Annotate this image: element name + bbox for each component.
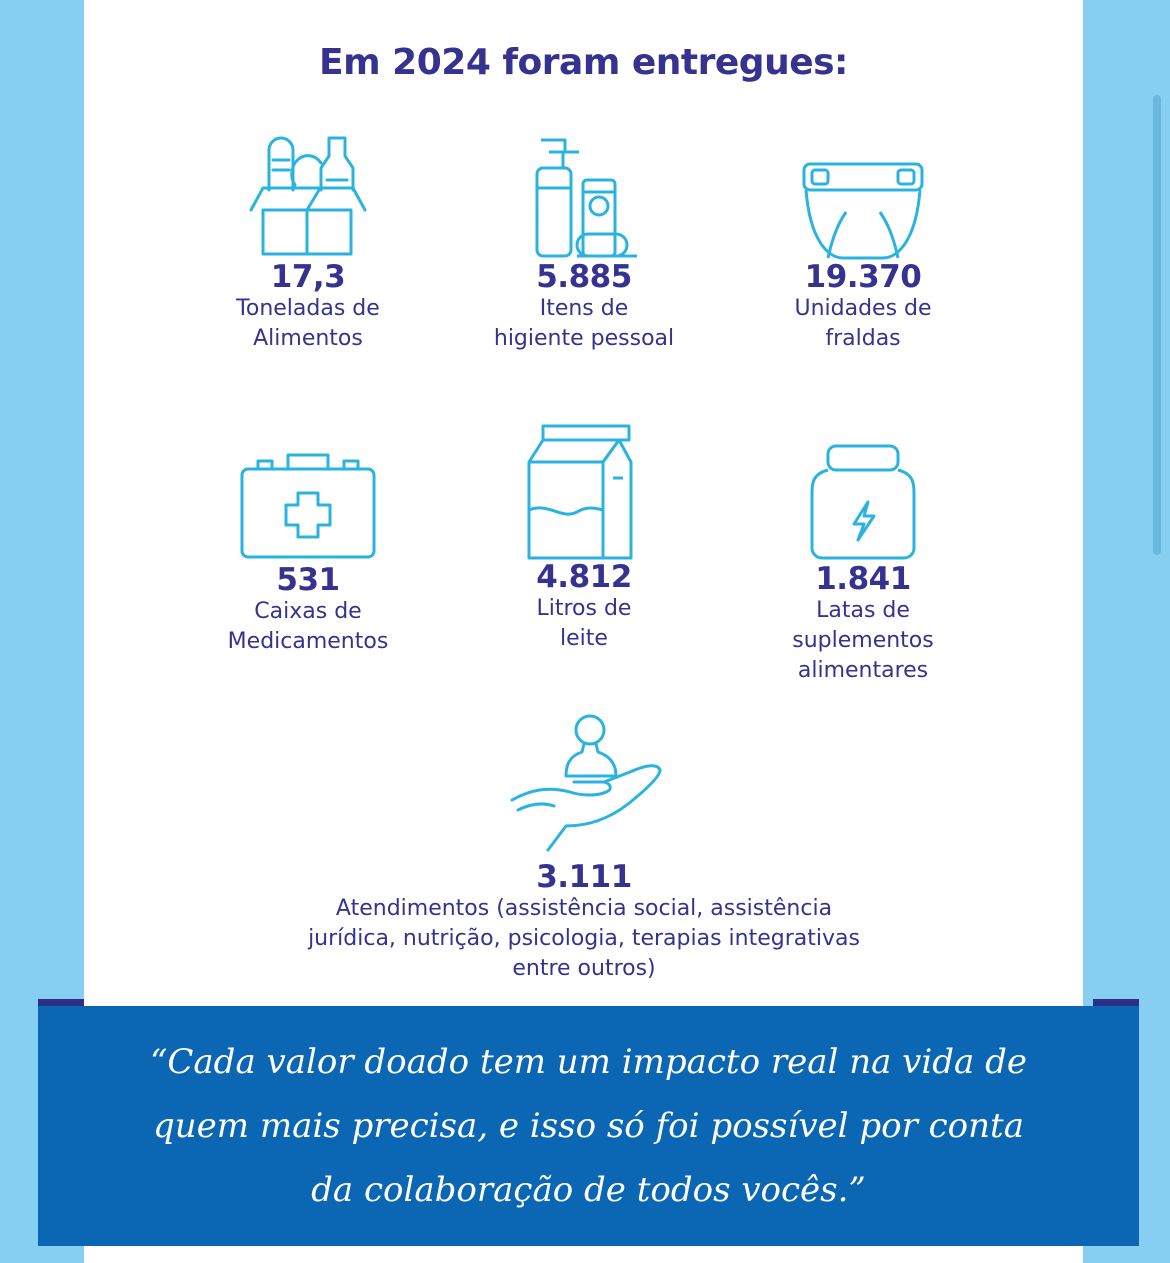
hygiene-bottles-icon	[535, 138, 637, 258]
stat-label: Atendimentos (assistência social, assist…	[308, 896, 860, 981]
quote-text: “Cada valor doado tem um impacto real na…	[150, 1042, 1027, 1210]
stat-medicine: 531 Caixas de Medicamentos	[158, 433, 458, 657]
stat-supplements: 1.841 Latas de suplementos alimentares	[713, 440, 1013, 686]
stat-number: 3.111	[536, 859, 632, 895]
stat-label: Litros de leite	[536, 596, 632, 651]
medicine-kit-icon	[240, 453, 376, 559]
stat-number: 1.841	[815, 561, 911, 597]
milk-carton-icon	[527, 424, 633, 560]
stat-number: 5.885	[536, 259, 632, 295]
banner-tab-left	[38, 999, 84, 1009]
stat-food: 17,3 Toneladas de Alimentos	[158, 130, 458, 354]
stat-diapers: 19.370 Unidades de fraldas	[713, 130, 1013, 354]
stat-number: 4.812	[536, 559, 632, 595]
stat-number: 531	[276, 562, 340, 598]
stat-care: 3.111 Atendimentos (assistência social, …	[184, 860, 984, 984]
supplement-jar-icon	[810, 444, 916, 560]
stat-number: 19.370	[804, 259, 922, 295]
stat-number: 17,3	[270, 259, 346, 295]
stat-label: Caixas de Medicamentos	[227, 599, 389, 654]
stat-label: Latas de suplementos alimentares	[792, 598, 934, 683]
hand-person-icon	[510, 714, 662, 852]
stat-label: Toneladas de Alimentos	[236, 296, 380, 351]
stat-hygiene: 5.885 Itens de higiente pessoal	[434, 130, 734, 354]
grocery-box-icon	[249, 136, 367, 256]
stat-milk: 4.812 Litros de leite	[434, 424, 734, 654]
quote-banner	[38, 1006, 1139, 1246]
page-title: Em 2024 foram entregues:	[319, 42, 848, 83]
scrollbar[interactable]	[1153, 95, 1161, 555]
stat-label: Itens de higiente pessoal	[493, 296, 675, 351]
stat-label: Unidades de fraldas	[794, 296, 932, 351]
diaper-icon	[802, 162, 924, 260]
banner-tab-right	[1093, 999, 1139, 1009]
